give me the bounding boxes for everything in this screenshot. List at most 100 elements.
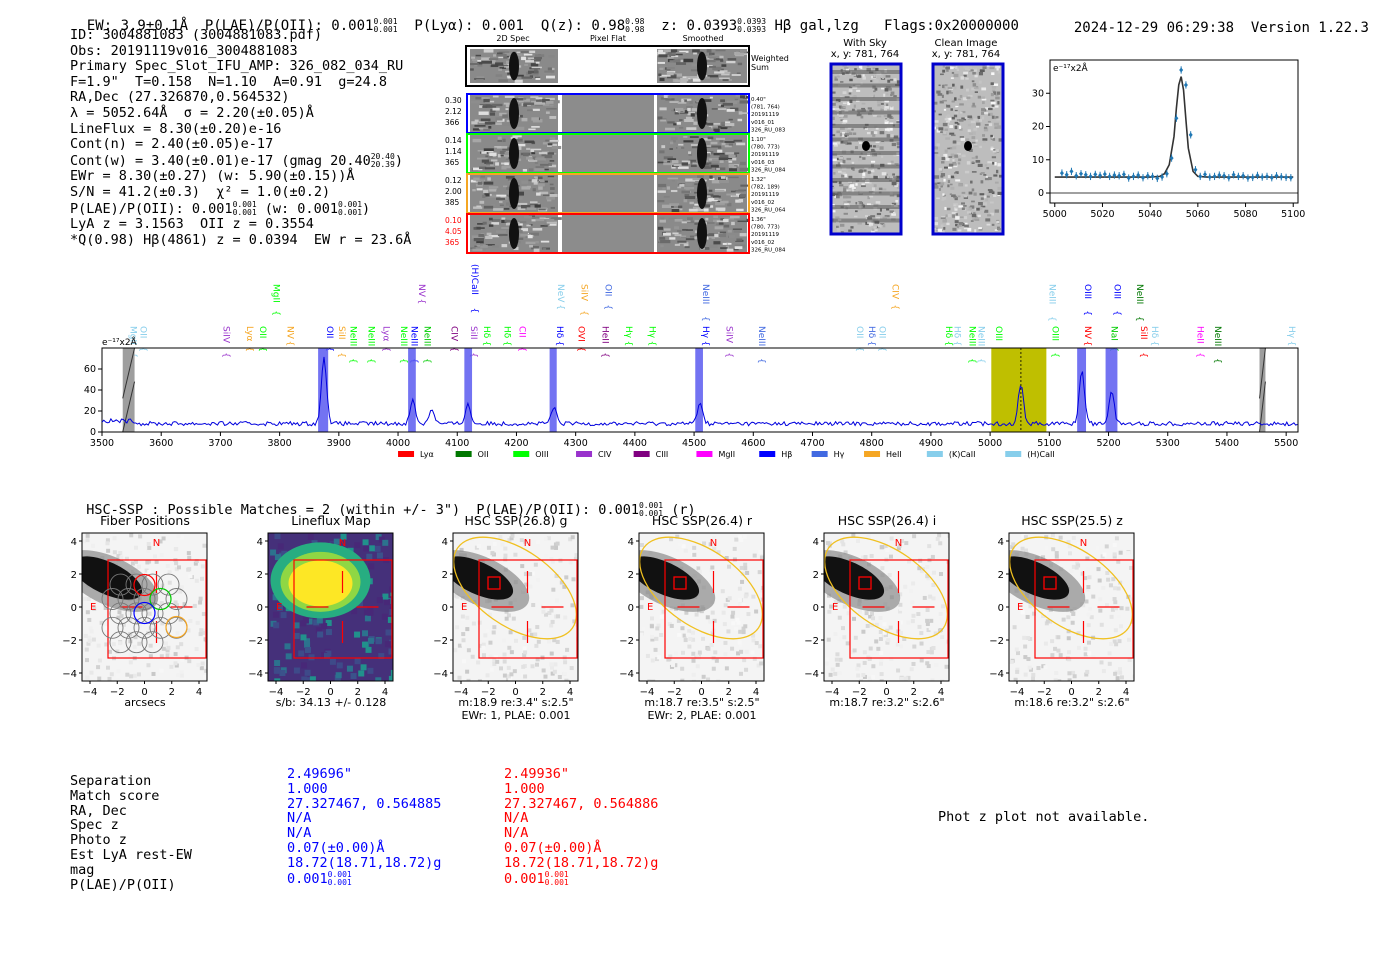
noise-px xyxy=(673,59,681,63)
img-px xyxy=(896,142,900,146)
xtick-label: −4 xyxy=(640,687,655,698)
noise-px xyxy=(526,185,531,189)
noise-px xyxy=(694,219,699,224)
noise-px xyxy=(475,179,485,182)
header-flags: gal,lzg Flags:0x20000000 xyxy=(799,18,1019,34)
noise-px xyxy=(521,56,526,61)
img-px xyxy=(841,174,845,178)
img-px xyxy=(200,564,205,569)
noise-px xyxy=(535,166,545,170)
noise-px xyxy=(739,100,751,104)
img-px xyxy=(549,623,554,628)
noise-px xyxy=(472,61,478,64)
img-px xyxy=(1126,551,1131,556)
fiber-meta: 20191119 xyxy=(751,152,779,158)
line-id-text: SiII xyxy=(468,326,478,340)
img-px xyxy=(461,617,466,622)
legend-label: MgII xyxy=(718,450,735,459)
img-px xyxy=(176,673,181,678)
img-px xyxy=(889,554,894,559)
noise-px xyxy=(657,116,663,120)
img-px xyxy=(873,90,876,93)
img-px xyxy=(933,126,936,130)
img-px xyxy=(106,548,111,553)
img-px xyxy=(845,641,850,646)
noise-px xyxy=(474,119,479,123)
img-px xyxy=(743,566,748,571)
img-px xyxy=(1119,675,1124,680)
noise-px xyxy=(544,154,553,159)
img-px xyxy=(1116,559,1121,564)
noise-px xyxy=(525,241,536,245)
fiber-highlight-blue xyxy=(133,601,156,625)
img-px xyxy=(890,104,893,108)
img-px xyxy=(873,175,878,179)
map-px xyxy=(304,669,311,676)
img-px xyxy=(972,83,977,87)
noise-px xyxy=(492,122,502,126)
img-px xyxy=(173,652,178,657)
img-px xyxy=(1067,544,1072,549)
img-px xyxy=(737,601,742,606)
line-id-brace: { xyxy=(502,341,512,347)
spec-xtick-label: 5400 xyxy=(1215,438,1239,449)
cutout-title: Lineflux Map xyxy=(291,513,371,528)
img-px xyxy=(875,141,881,143)
noise-px xyxy=(486,232,492,236)
noise-px xyxy=(542,142,549,145)
img-px xyxy=(128,639,133,644)
noise-px xyxy=(502,147,513,151)
fit-data-point xyxy=(1265,173,1269,179)
img-px xyxy=(888,625,893,630)
img-px xyxy=(906,620,911,625)
noise-px xyxy=(475,148,484,150)
noise-px xyxy=(478,97,489,100)
img-px xyxy=(958,98,961,101)
fiber-pixel-flat xyxy=(562,175,654,212)
img-px xyxy=(831,80,836,83)
noise-px xyxy=(532,227,543,231)
img-px xyxy=(1054,671,1059,676)
img-px xyxy=(1023,655,1028,660)
img-px xyxy=(946,207,951,211)
img-px xyxy=(492,662,497,667)
fit-data-point xyxy=(1074,173,1079,179)
noise-px xyxy=(686,229,694,231)
img-px xyxy=(993,91,997,95)
img-px xyxy=(885,118,888,121)
img-px xyxy=(980,180,984,184)
img-px xyxy=(890,106,894,110)
xtick-label: 2 xyxy=(911,687,917,698)
img-px xyxy=(940,224,944,228)
img-px xyxy=(756,663,761,668)
line-id-label: NeIII{ xyxy=(365,326,375,364)
img-px xyxy=(972,102,975,107)
xtick-label: 0 xyxy=(1068,687,1074,698)
img-px xyxy=(874,229,878,232)
noise-px xyxy=(683,136,688,138)
noise-px xyxy=(717,68,724,72)
img-px xyxy=(498,666,503,671)
img-px xyxy=(568,537,573,542)
img-px xyxy=(1054,551,1059,556)
img-px xyxy=(691,637,696,642)
noise-px xyxy=(687,227,694,230)
img-px xyxy=(963,66,969,69)
img-px xyxy=(550,671,555,676)
img-px xyxy=(654,636,659,641)
legend-swatch xyxy=(759,451,776,457)
img-px xyxy=(943,108,947,111)
fiber-2d-spec xyxy=(470,95,560,132)
img-px xyxy=(675,548,680,553)
img-px xyxy=(994,209,999,213)
noise-px xyxy=(516,202,528,205)
img-px xyxy=(1071,535,1076,540)
img-px xyxy=(109,612,114,617)
img-px xyxy=(461,632,466,637)
img-px xyxy=(720,589,725,594)
img-px xyxy=(861,185,866,188)
img-px xyxy=(939,183,942,187)
img-px xyxy=(569,666,574,671)
spec-xtick-label: 3600 xyxy=(149,438,173,449)
img-px xyxy=(563,671,568,676)
